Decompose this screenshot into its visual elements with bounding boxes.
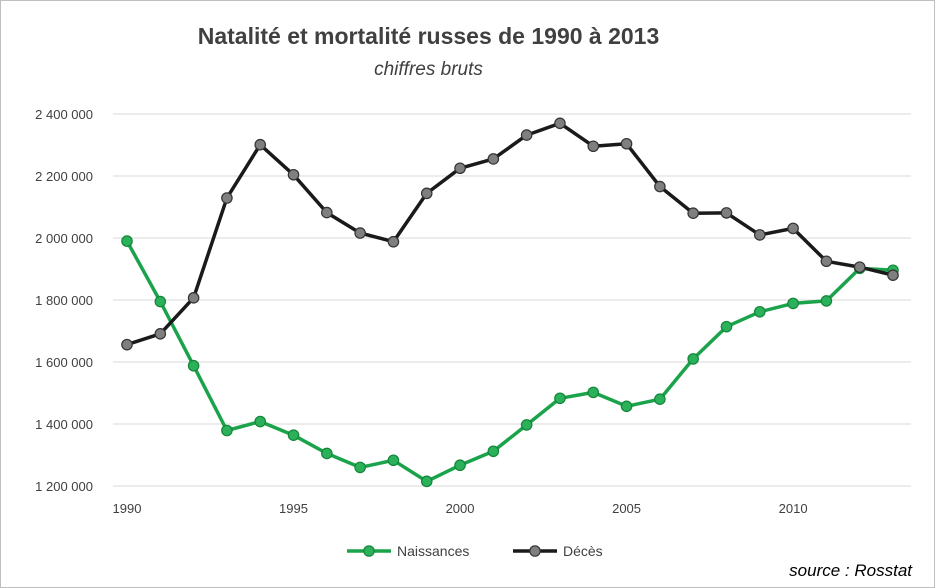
data-point-deces xyxy=(187,292,200,304)
data-point-deces xyxy=(420,187,433,200)
data-point-naissances xyxy=(520,419,533,431)
series-layer xyxy=(121,117,899,488)
y-tick-label: 2 000 000 xyxy=(35,231,93,246)
data-point-deces xyxy=(321,206,333,219)
legend-marker-naissances xyxy=(363,545,375,557)
series-line-naissances xyxy=(125,240,894,484)
data-point-naissances xyxy=(620,400,633,413)
data-point-naissances xyxy=(654,393,666,405)
x-tick-label: 2005 xyxy=(612,501,641,516)
data-point-deces xyxy=(121,338,133,351)
y-tick-label: 1 800 000 xyxy=(35,293,93,308)
data-point-deces xyxy=(520,129,533,141)
data-point-deces xyxy=(454,162,466,175)
y-tick-label: 1 200 000 xyxy=(35,479,93,494)
data-point-deces xyxy=(820,255,833,268)
data-point-deces xyxy=(254,138,267,151)
y-tick-label: 2 400 000 xyxy=(35,107,93,122)
data-point-deces xyxy=(387,235,400,248)
data-point-deces xyxy=(887,269,899,281)
data-point-deces xyxy=(620,137,633,150)
gridlines xyxy=(113,113,911,487)
data-point-deces xyxy=(853,261,866,273)
data-point-deces xyxy=(487,153,500,165)
data-point-naissances xyxy=(687,353,699,365)
data-point-naissances xyxy=(753,305,766,318)
data-point-naissances xyxy=(254,415,267,428)
data-point-deces xyxy=(354,227,366,239)
data-point-naissances xyxy=(787,297,799,310)
x-tick-label: 2000 xyxy=(446,501,475,516)
x-axis-tick-labels: 1990 1995 2000 2005 2010 xyxy=(113,501,808,516)
chart-title: Natalité et mortalité russes de 1990 à 2… xyxy=(197,23,660,49)
data-point-naissances xyxy=(321,447,333,460)
data-point-deces xyxy=(753,229,766,241)
chart-subtitle: chiffres bruts xyxy=(374,59,483,80)
data-point-deces xyxy=(287,168,300,181)
y-tick-label: 1 400 000 xyxy=(35,417,93,432)
data-point-naissances xyxy=(354,461,366,474)
data-point-naissances xyxy=(554,392,566,405)
data-point-naissances xyxy=(187,359,200,372)
data-point-naissances xyxy=(121,235,133,247)
data-point-naissances xyxy=(387,454,400,467)
data-point-naissances xyxy=(720,320,733,333)
legend: Naissances Décès xyxy=(347,543,603,559)
data-point-naissances xyxy=(287,429,300,441)
series-line-deces xyxy=(126,121,894,347)
data-point-naissances xyxy=(487,445,500,458)
y-tick-label: 1 600 000 xyxy=(35,355,93,370)
x-tick-label: 1990 xyxy=(113,501,142,516)
data-point-deces xyxy=(554,117,566,130)
data-point-naissances xyxy=(420,475,433,488)
data-point-deces xyxy=(720,207,733,219)
data-point-naissances xyxy=(587,386,600,399)
data-point-deces xyxy=(654,180,666,193)
legend-label-naissances: Naissances xyxy=(397,543,469,559)
data-point-deces xyxy=(687,207,699,219)
legend-label-deces: Décès xyxy=(563,543,603,559)
data-point-deces xyxy=(587,140,600,153)
data-point-naissances xyxy=(820,295,833,307)
data-point-deces xyxy=(154,327,167,340)
y-axis-tick-labels: 1 200 000 1 400 000 1 600 000 1 800 000 2 00… xyxy=(35,107,93,494)
data-point-naissances xyxy=(454,459,466,472)
y-tick-label: 2 200 000 xyxy=(35,169,93,184)
legend-marker-deces xyxy=(529,545,541,557)
data-point-deces xyxy=(787,222,799,235)
data-point-deces xyxy=(221,192,233,204)
data-point-naissances xyxy=(221,424,233,437)
x-tick-label: 1995 xyxy=(279,501,308,516)
source-note: source : Rosstat xyxy=(789,561,912,580)
x-tick-label: 2010 xyxy=(779,501,808,516)
data-point-naissances xyxy=(154,295,167,308)
